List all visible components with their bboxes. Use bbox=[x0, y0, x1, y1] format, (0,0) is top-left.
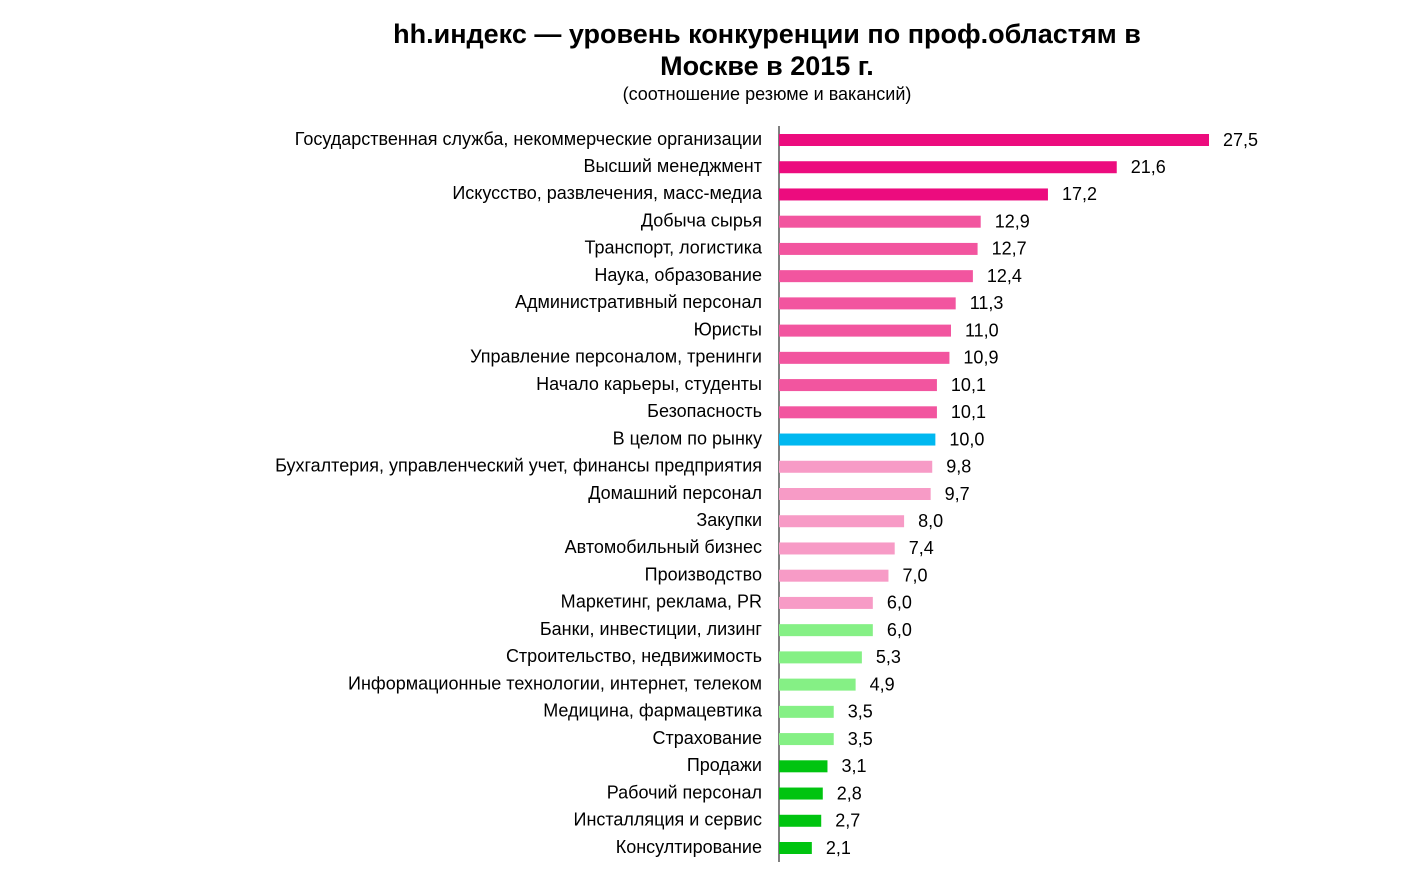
value-label: 27,5 bbox=[1223, 130, 1258, 150]
chart-title: hh.индекс — уровень конкуренции по проф.… bbox=[393, 19, 1141, 81]
category-label: Рабочий персонал bbox=[607, 782, 762, 802]
bar bbox=[779, 406, 937, 419]
category-label: Безопасность bbox=[647, 401, 762, 421]
category-label: Консултирование bbox=[616, 837, 762, 857]
category-label: Продажи bbox=[687, 755, 762, 775]
bar bbox=[779, 678, 856, 691]
bar bbox=[779, 596, 873, 609]
value-label: 17,2 bbox=[1062, 184, 1097, 204]
bar bbox=[779, 760, 828, 773]
bar bbox=[779, 814, 822, 827]
value-label: 8,0 bbox=[918, 511, 943, 531]
bar bbox=[779, 569, 889, 582]
bar bbox=[779, 460, 933, 473]
value-label: 10,0 bbox=[949, 429, 984, 449]
chart-subtitle: (соотношение резюме и вакансий) bbox=[622, 84, 912, 104]
category-label: Медицина, фармацевтика bbox=[543, 701, 763, 721]
bar bbox=[779, 433, 936, 446]
bar bbox=[779, 270, 973, 283]
category-label: Производство bbox=[645, 564, 762, 584]
value-label: 5,3 bbox=[876, 647, 901, 667]
bar bbox=[779, 542, 895, 555]
category-label: Транспорт, логистика bbox=[585, 238, 763, 258]
value-label: 10,9 bbox=[963, 348, 998, 368]
category-label: Добыча сырья bbox=[641, 210, 762, 230]
value-label: 2,8 bbox=[837, 783, 862, 803]
category-label: Закупки bbox=[696, 510, 762, 530]
value-label: 21,6 bbox=[1131, 157, 1166, 177]
bar bbox=[779, 215, 981, 228]
bar bbox=[779, 488, 931, 500]
value-label: 10,1 bbox=[951, 402, 986, 422]
bar bbox=[779, 624, 873, 637]
category-label: Административный персонал bbox=[515, 292, 762, 312]
bar bbox=[779, 787, 823, 800]
value-label: 9,8 bbox=[946, 457, 971, 477]
bar bbox=[779, 242, 978, 255]
category-label: В целом по рынку bbox=[613, 428, 762, 448]
value-label: 12,7 bbox=[992, 239, 1027, 259]
bar bbox=[779, 324, 951, 337]
category-label: Маркетинг, реклама, PR bbox=[561, 592, 762, 612]
category-label: Строительство, недвижимость bbox=[506, 646, 762, 666]
category-label: Государственная служба, некоммерческие о… bbox=[295, 129, 762, 149]
bar bbox=[779, 351, 950, 364]
value-label: 2,1 bbox=[826, 838, 851, 858]
bar bbox=[779, 134, 1209, 146]
bar bbox=[779, 842, 812, 854]
value-label: 4,9 bbox=[870, 674, 895, 694]
value-label: 3,5 bbox=[848, 702, 873, 722]
value-label: 11,0 bbox=[965, 320, 999, 340]
bar bbox=[779, 515, 905, 528]
value-label: 3,5 bbox=[848, 729, 873, 749]
value-label: 12,9 bbox=[995, 211, 1030, 231]
category-label: Управление персоналом, тренинги bbox=[470, 347, 762, 367]
category-label: Инсталляция и сервис bbox=[574, 810, 763, 830]
category-label: Страхование bbox=[653, 728, 762, 748]
bar bbox=[779, 651, 862, 664]
value-label: 10,1 bbox=[951, 375, 986, 395]
bar bbox=[779, 297, 956, 310]
value-label: 3,1 bbox=[841, 756, 866, 776]
category-label: Бухгалтерия, управленческий учет, финанс… bbox=[275, 456, 762, 476]
bar bbox=[779, 733, 834, 746]
category-label: Юристы bbox=[694, 319, 762, 339]
value-label: 12,4 bbox=[987, 266, 1022, 286]
value-label: 7,4 bbox=[909, 538, 934, 558]
category-label: Автомобильный бизнес bbox=[565, 537, 762, 557]
category-label: Искусство, развлечения, масс-медиа bbox=[452, 183, 763, 203]
value-label: 2,7 bbox=[835, 811, 860, 831]
value-label: 6,0 bbox=[887, 593, 912, 613]
value-label: 9,7 bbox=[945, 484, 970, 504]
category-label: Наука, образование bbox=[594, 265, 762, 285]
category-label: Домашний персонал bbox=[588, 483, 762, 503]
value-label: 11,3 bbox=[970, 293, 1004, 313]
category-label: Банки, инвестиции, лизинг bbox=[540, 619, 763, 639]
category-label: Высший менеджмент bbox=[583, 156, 762, 176]
category-label: Информационные технологии, интернет, тел… bbox=[348, 673, 762, 693]
bar bbox=[779, 705, 834, 718]
bar bbox=[779, 161, 1117, 174]
value-label: 7,0 bbox=[902, 565, 927, 585]
category-label: Начало карьеры, студенты bbox=[536, 374, 762, 394]
value-label: 6,0 bbox=[887, 620, 912, 640]
bar bbox=[779, 379, 937, 392]
bar bbox=[779, 188, 1048, 201]
